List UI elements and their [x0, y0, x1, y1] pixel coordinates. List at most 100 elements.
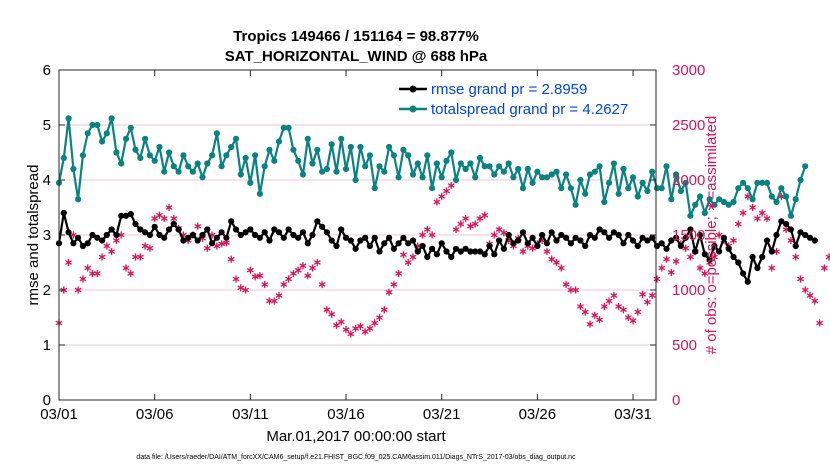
- rmse-point: [433, 251, 440, 258]
- obs-star-stroke: [753, 216, 761, 221]
- spread-point: [381, 168, 388, 175]
- obs-count-point: [686, 253, 694, 261]
- rmse-point: [419, 242, 426, 250]
- spread-point: [185, 163, 192, 170]
- obs-star-stroke: [151, 216, 159, 221]
- obs-count-point: [653, 275, 661, 283]
- rmse-point: [165, 226, 173, 233]
- spread-point: [634, 193, 641, 200]
- spread-point: [228, 143, 235, 151]
- obs-star-stroke: [519, 249, 527, 254]
- spread-point: [448, 149, 455, 156]
- obs-star-stroke: [576, 304, 584, 309]
- rmse-point: [462, 245, 469, 252]
- obs-star-stroke: [376, 315, 383, 320]
- rmse-point: [137, 226, 144, 233]
- obs-star-stroke: [715, 232, 723, 238]
- rmse-point: [266, 237, 273, 244]
- spread-point: [639, 179, 646, 186]
- rmse-point: [70, 240, 77, 247]
- spread-point: [582, 190, 589, 197]
- chart-title: Tropics 149466 / 151164 = 98.877%: [233, 28, 479, 45]
- spread-point: [663, 163, 670, 170]
- obs-count-point: [629, 317, 637, 325]
- rmse-point: [658, 240, 665, 247]
- rmse-point: [65, 229, 72, 236]
- obs-count-point: [404, 258, 412, 267]
- spread-point: [716, 196, 723, 203]
- obs-count-point: [318, 280, 326, 289]
- spread-point: [567, 185, 575, 192]
- spread-point: [414, 160, 421, 167]
- obs-star-stroke: [170, 216, 178, 221]
- obs-count-point: [610, 291, 618, 300]
- rmse-point: [778, 218, 785, 225]
- rmse-point: [644, 237, 651, 244]
- obs-count-point: [763, 214, 771, 223]
- obs-star-stroke: [318, 282, 326, 287]
- obs-star-stroke: [749, 205, 757, 210]
- obs-star-stroke: [347, 331, 355, 337]
- x-tick-label: 03/26: [519, 406, 557, 423]
- spread-point: [486, 163, 493, 170]
- spread-point: [395, 174, 402, 181]
- rmse-point: [567, 240, 575, 247]
- rmse-point: [357, 237, 364, 244]
- spread-point: [328, 141, 335, 148]
- y-tick-label: 0: [43, 392, 51, 409]
- legend-spread-label: totalspread grand pr = 4.2627: [431, 101, 628, 118]
- obs-star-stroke: [543, 249, 551, 254]
- rmse-point: [472, 248, 479, 255]
- spread-point: [673, 171, 680, 178]
- rmse-point: [132, 220, 139, 228]
- rmse-point: [783, 220, 790, 228]
- y-axis-right: 0 500 1000 1500 2000 2500 3000: [650, 62, 705, 409]
- obs-count-point: [160, 214, 168, 223]
- obs-count-point: [672, 257, 680, 265]
- obs-count-point: [313, 258, 321, 267]
- spread-point: [649, 168, 656, 175]
- spread-point: [586, 171, 594, 178]
- rmse-point: [481, 251, 488, 258]
- obs-count-point: [65, 258, 73, 267]
- obs-count-point: [299, 262, 307, 270]
- spread-point: [792, 196, 799, 203]
- rmse-point: [103, 231, 110, 239]
- spread-point: [271, 157, 278, 164]
- obs-star-stroke: [328, 311, 336, 317]
- rmse-point: [529, 234, 536, 241]
- obs-star-stroke: [79, 276, 87, 282]
- spread-point: [797, 176, 804, 184]
- spread-point: [457, 160, 464, 167]
- obs-count-point: [753, 214, 761, 223]
- rmse-point: [347, 237, 354, 244]
- spread-point: [677, 187, 685, 195]
- obs-star-stroke: [222, 240, 230, 246]
- obs-count-point: [715, 231, 723, 239]
- obs-star-stroke: [648, 293, 656, 298]
- obs-count-point: [342, 326, 350, 334]
- obs-count-point: [701, 269, 709, 278]
- rmse-point: [668, 237, 675, 244]
- rmse-point: [787, 226, 795, 233]
- rmse-point: [725, 245, 732, 252]
- legend-box: [396, 76, 648, 120]
- spread-point: [610, 160, 618, 167]
- rmse-point: [553, 237, 560, 244]
- obs-star-stroke: [457, 221, 465, 227]
- spread-point: [744, 185, 751, 192]
- spread-point: [778, 185, 785, 192]
- obs-count-point: [285, 275, 293, 283]
- spread-point: [500, 168, 507, 175]
- spread-point: [280, 124, 287, 131]
- obs-star-stroke: [356, 323, 364, 329]
- obs-count-point: [739, 209, 747, 217]
- rmse-point: [271, 226, 278, 233]
- obs-count-point: [820, 264, 828, 272]
- obs-count-point: [443, 187, 450, 195]
- obs-star-stroke: [825, 254, 830, 259]
- spread-point: [510, 174, 517, 181]
- spread-point: [304, 135, 311, 142]
- obs-count-point: [768, 264, 776, 272]
